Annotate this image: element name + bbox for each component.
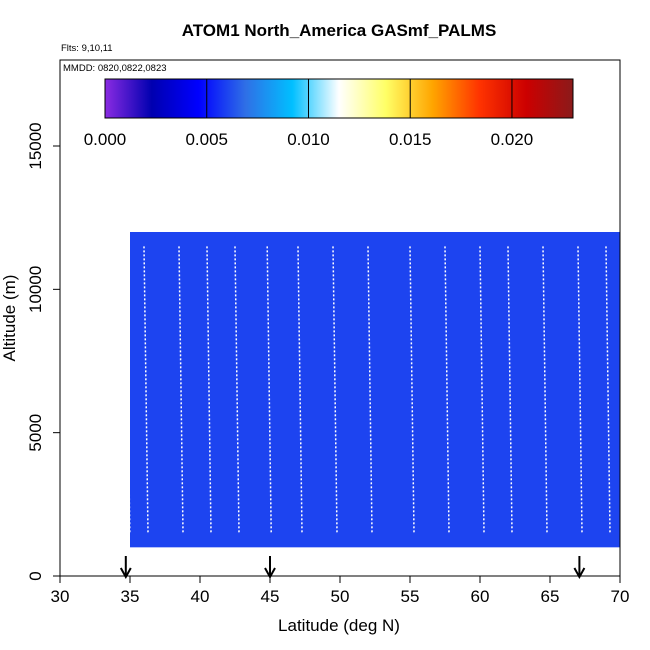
y-tick-label: 5000 bbox=[26, 414, 45, 452]
y-axis: 0 5000 10000 15000 bbox=[26, 122, 60, 581]
colorbar-tick-label: 0.020 bbox=[491, 130, 534, 149]
x-tick-label: 60 bbox=[471, 587, 490, 606]
chart-title: ATOM1 North_America GASmf_PALMS bbox=[182, 21, 497, 40]
colorbar-tick-label: 0.005 bbox=[185, 130, 228, 149]
x-tick-label: 65 bbox=[541, 587, 560, 606]
x-tick-label: 35 bbox=[121, 587, 140, 606]
heatmap-cell bbox=[130, 232, 620, 548]
x-tick-label: 40 bbox=[191, 587, 210, 606]
colorbar-ticks: 0.000 0.005 0.010 0.015 0.020 bbox=[84, 79, 534, 149]
y-tick-label: 0 bbox=[26, 571, 45, 580]
y-tick-label: 15000 bbox=[26, 122, 45, 169]
colorbar-tick-label: 0.000 bbox=[84, 130, 127, 149]
x-axis-label: Latitude (deg N) bbox=[278, 616, 400, 635]
x-tick-label: 30 bbox=[51, 587, 70, 606]
heatmap-cells bbox=[130, 232, 620, 548]
location-arrow bbox=[119, 556, 132, 580]
colorbar-tick-label: 0.015 bbox=[389, 130, 432, 149]
x-tick-label: 55 bbox=[401, 587, 420, 606]
dates-label: MMDD: 0820,0822,0823 bbox=[63, 63, 167, 74]
location-arrows bbox=[119, 556, 586, 580]
x-tick-label: 45 bbox=[261, 587, 280, 606]
colorbar bbox=[104, 78, 574, 119]
location-arrow bbox=[573, 556, 586, 580]
location-arrow bbox=[264, 556, 276, 580]
x-tick-label: 50 bbox=[331, 587, 350, 606]
colorbar-tick-label: 0.010 bbox=[287, 130, 330, 149]
x-axis: 30 35 40 45 50 55 60 65 70 bbox=[51, 576, 630, 606]
y-tick-label: 10000 bbox=[26, 266, 45, 313]
flight-profile-line bbox=[125, 246, 131, 534]
flights-label: Flts: 9,10,11 bbox=[61, 43, 113, 54]
x-tick-label: 70 bbox=[611, 587, 630, 606]
y-axis-label: Altitude (m) bbox=[0, 275, 19, 362]
colorbar-gradient bbox=[104, 78, 574, 119]
